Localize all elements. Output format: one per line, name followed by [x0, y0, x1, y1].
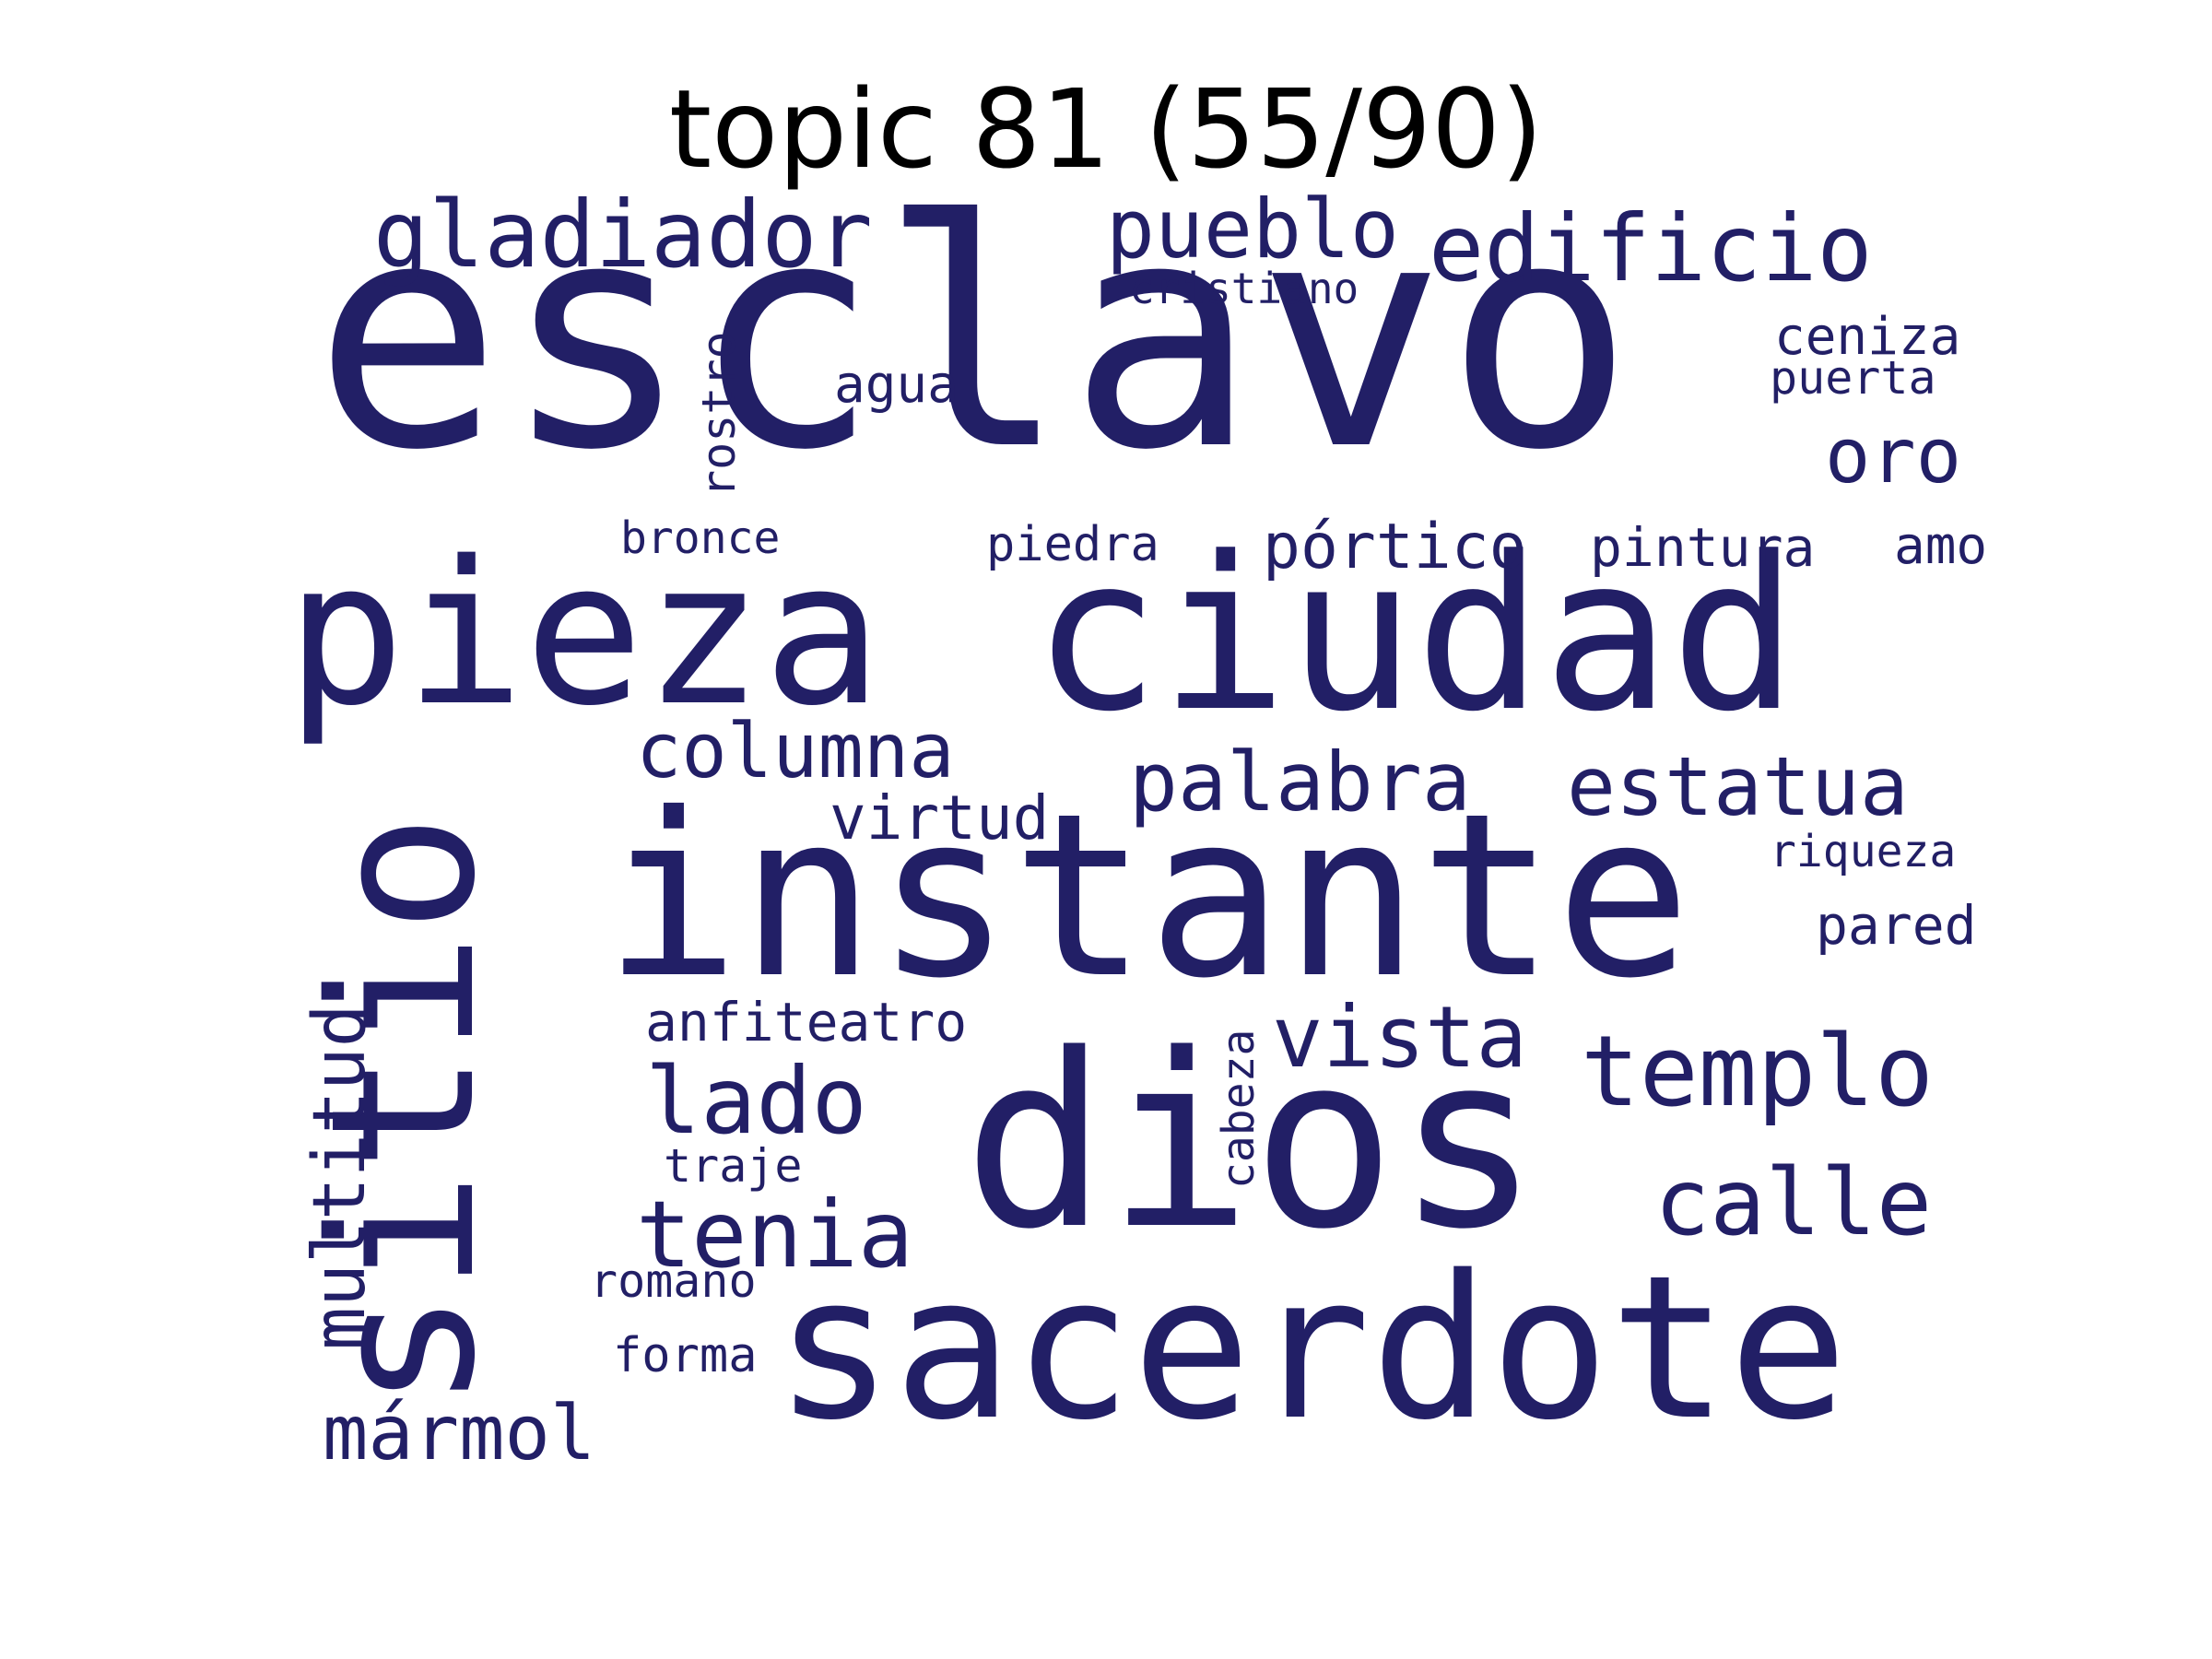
word-ciudad: ciudad — [1032, 512, 1798, 759]
word-vista: vista — [1272, 988, 1527, 1087]
word-dios: dios — [963, 1004, 1541, 1282]
word-esclavo: esclavo — [313, 154, 1634, 519]
word-multitud: multitud — [299, 1004, 382, 1350]
word-tenia: tenia — [636, 1181, 914, 1288]
word-pared: pared — [1816, 894, 1977, 957]
word-piedra: piedra — [986, 517, 1159, 572]
word-pintura: pintura — [1590, 516, 1816, 579]
word-puerta: puerta — [1770, 351, 1936, 405]
word-oro: oro — [1825, 413, 1962, 500]
word-amo: amo — [1894, 516, 1988, 576]
word-ceniza: ceniza — [1774, 307, 1961, 367]
word-palabra: palabra — [1129, 735, 1471, 830]
word-edificio: edificio — [1429, 194, 1873, 302]
word-instante: instante — [604, 765, 1692, 1028]
word-virtud: virtud — [830, 782, 1050, 853]
word-cristiano: cristiano — [1129, 264, 1359, 313]
word-gladiador: gladiador — [373, 181, 873, 288]
word-forma: forma — [613, 1328, 758, 1383]
word-anfiteatro: anfiteatro — [645, 991, 968, 1053]
word-marmol: mármol — [323, 1390, 596, 1477]
word-bronce: bronce — [620, 512, 781, 564]
word-romano: romano — [590, 1254, 757, 1308]
word-rostro: rostro — [692, 331, 746, 498]
word-columna: columna — [636, 708, 955, 795]
word-calle: calle — [1654, 1148, 1933, 1256]
word-pueblo: pueblo — [1106, 182, 1399, 276]
word-traje: traje — [664, 1139, 803, 1193]
word-agua: agua — [834, 355, 959, 415]
word-estatua: estatua — [1567, 739, 1909, 834]
word-riqueza: riqueza — [1770, 826, 1957, 877]
word-templo: templo — [1581, 1015, 1934, 1128]
word-portico: pórtico — [1263, 511, 1527, 583]
word-cabeza: cabeza — [1213, 1029, 1265, 1189]
chart-title: topic 81 (55/90) — [668, 65, 1544, 193]
word-sacerdote: sacerdote — [774, 1232, 1848, 1464]
word-pieza: pieza — [286, 518, 883, 749]
word-lado: lado — [645, 1047, 867, 1155]
